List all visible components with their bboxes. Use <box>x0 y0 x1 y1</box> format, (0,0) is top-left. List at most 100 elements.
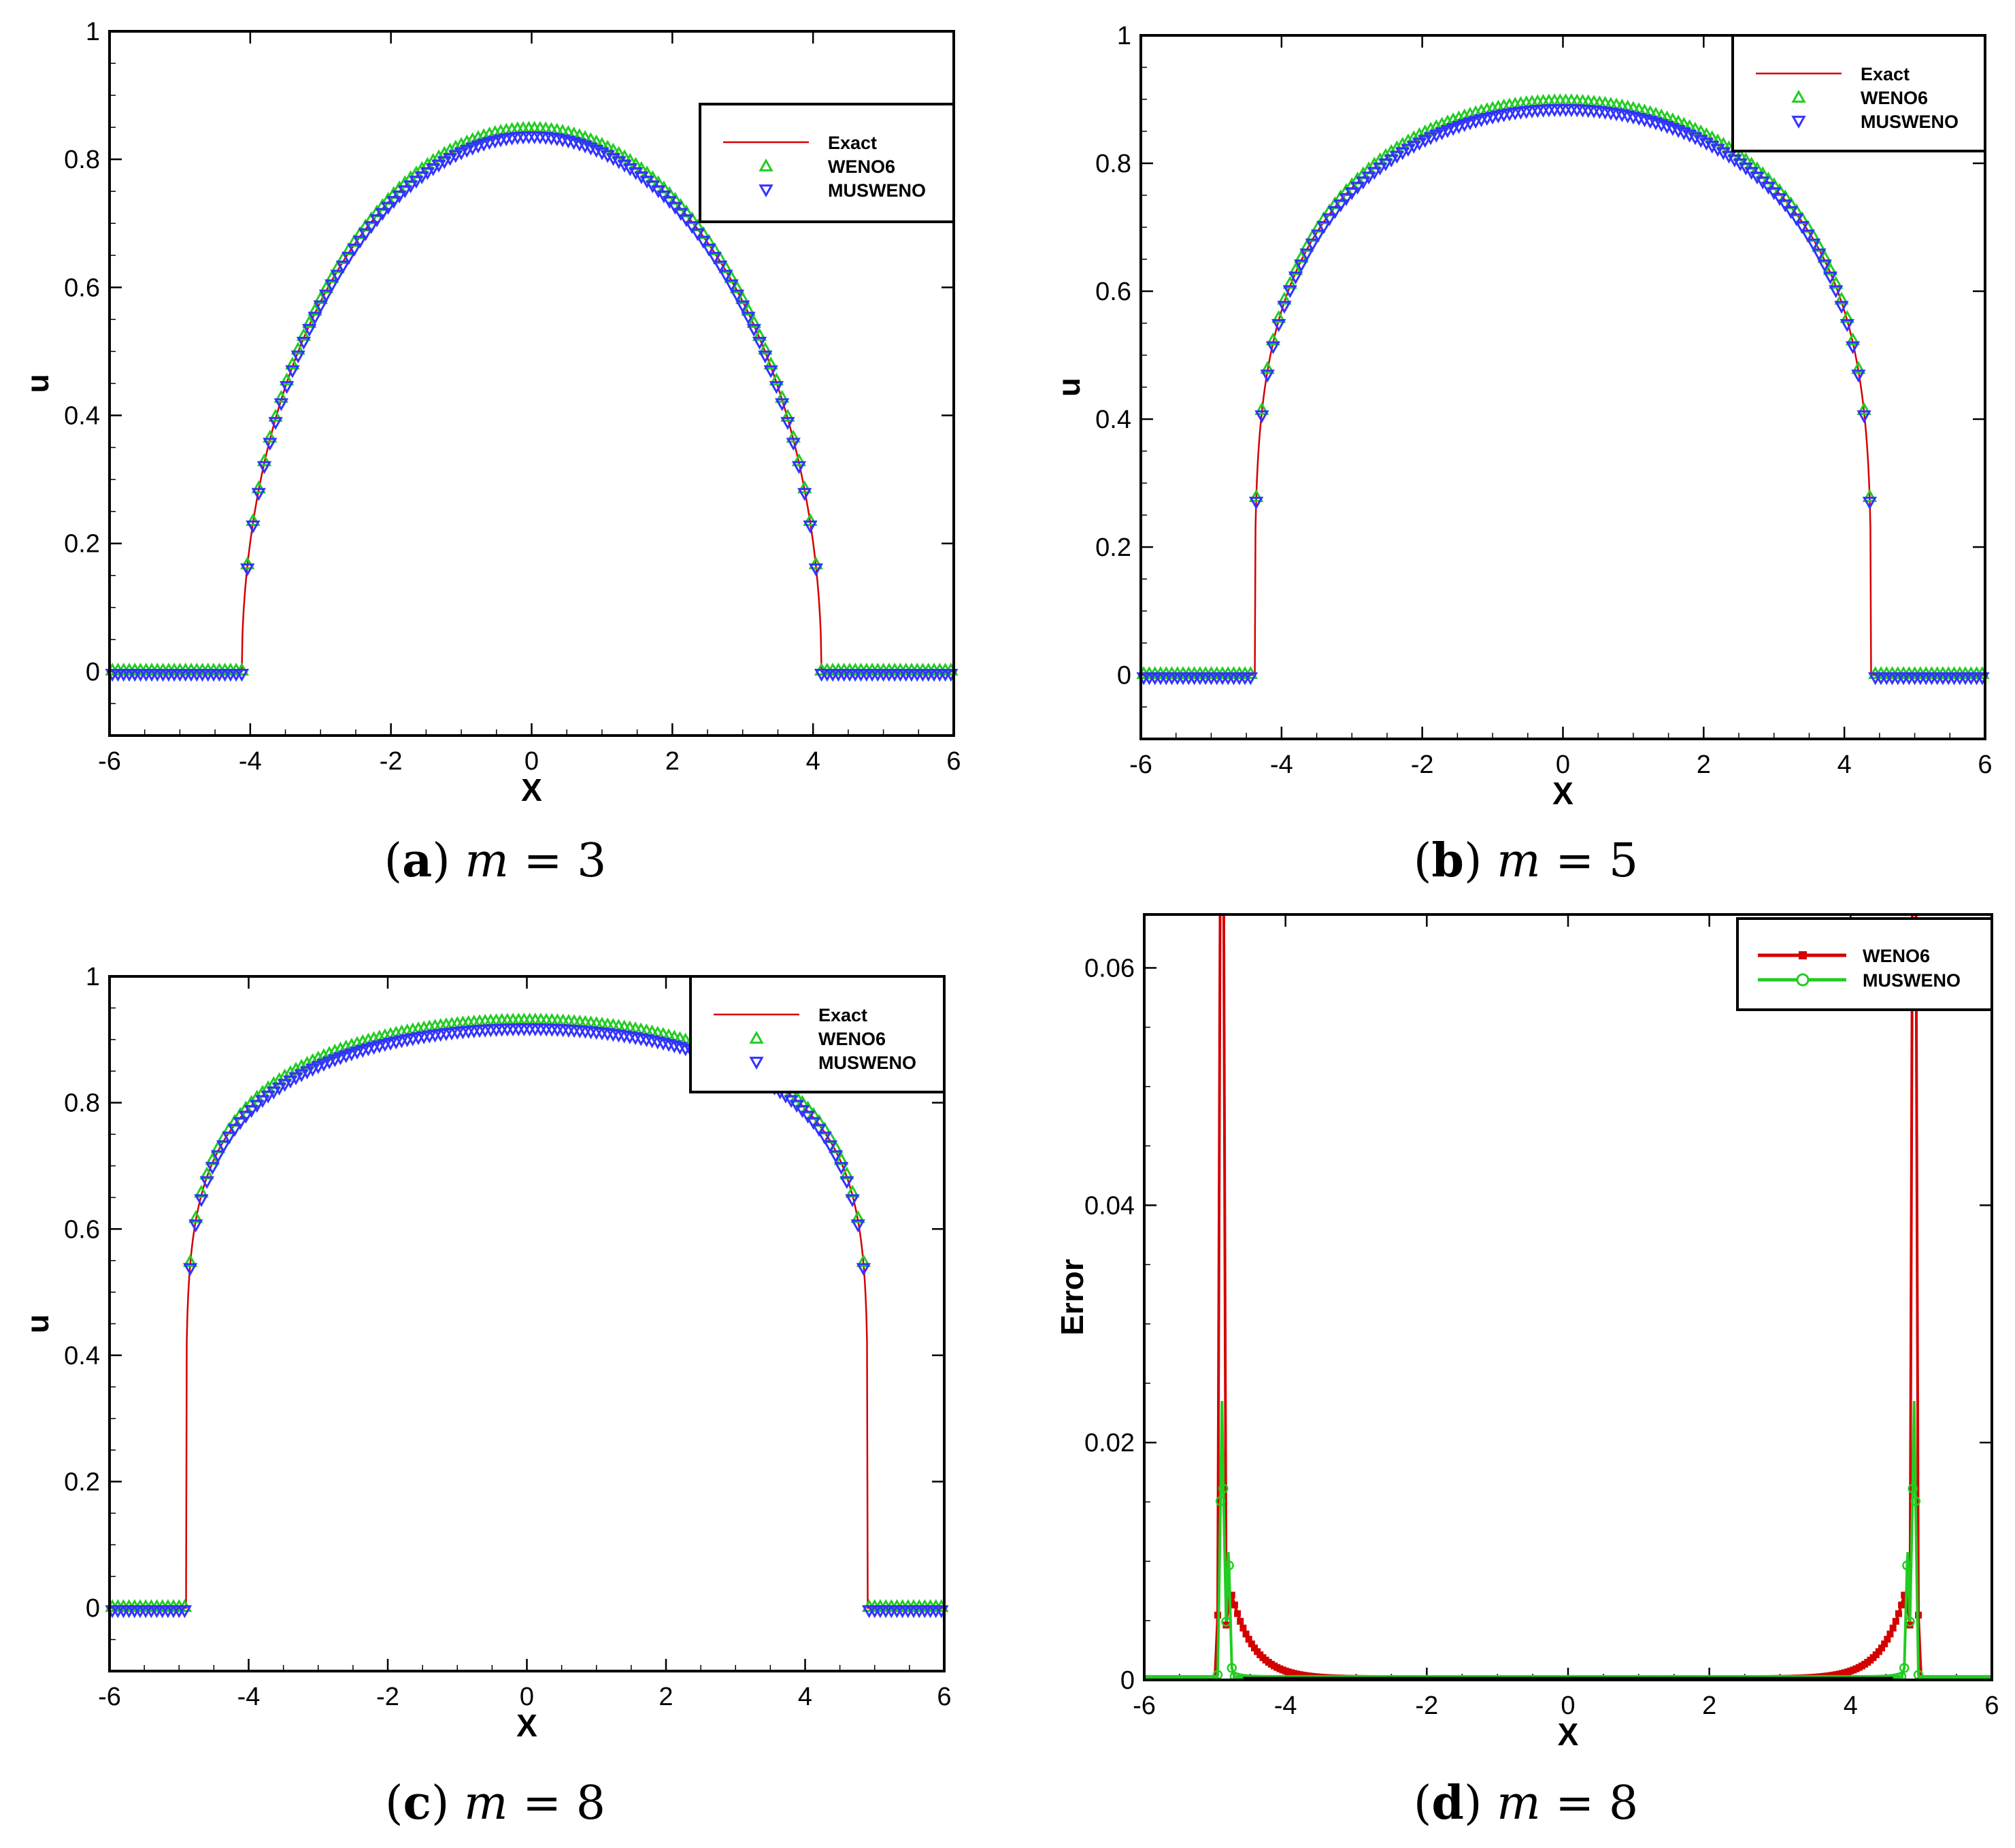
musweno-point <box>1984 1674 1992 1680</box>
musweno-point <box>1732 1674 1743 1680</box>
musweno-point <box>1792 1674 1802 1680</box>
musweno-point <box>1602 1674 1613 1680</box>
musweno-point <box>1597 1674 1608 1680</box>
musweno-point <box>1746 1674 1757 1680</box>
musweno-point <box>1509 1674 1520 1680</box>
musweno-point <box>1829 285 1844 299</box>
musweno-point <box>1344 187 1359 201</box>
musweno-point <box>763 365 778 378</box>
musweno-point <box>1512 1674 1522 1680</box>
y-tick-label-c-5: 1 <box>86 963 100 991</box>
musweno-point <box>1331 1674 1342 1680</box>
musweno-point <box>311 1061 326 1074</box>
musweno-point <box>279 381 295 395</box>
musweno-point <box>1367 167 1382 180</box>
musweno-point <box>1939 1674 1949 1680</box>
x-tick-label-d-4: 2 <box>1702 1692 1716 1720</box>
caption-d: (d) m = 8 <box>1413 1776 1639 1830</box>
musweno-point <box>1537 1674 1548 1680</box>
x-tick-label-c-5: 4 <box>798 1683 812 1711</box>
y-tick-label-a-2: 0.4 <box>64 402 100 431</box>
musweno-point <box>1800 229 1816 243</box>
musweno-point <box>595 147 610 161</box>
plot-frame-c <box>108 975 946 1672</box>
musweno-point <box>454 147 469 161</box>
musweno-point <box>251 488 266 501</box>
musweno-point <box>216 1140 231 1153</box>
musweno-point <box>718 269 733 283</box>
musweno-point <box>268 416 283 430</box>
musweno-point <box>1721 1674 1731 1680</box>
musweno-point <box>769 381 784 395</box>
legend-label-d-1: MUSWENO <box>1863 970 1961 991</box>
legend-musweno-swatch-a <box>759 184 773 198</box>
series-musweno-markers-d <box>1144 1483 1992 1680</box>
musweno-point <box>1707 1674 1718 1680</box>
musweno-point <box>791 461 807 474</box>
weno6-point <box>758 342 773 355</box>
weno6-point <box>1288 262 1303 276</box>
musweno-point <box>246 520 261 533</box>
musweno-point <box>1580 1674 1591 1680</box>
caption-c-value: 8 <box>576 1777 606 1830</box>
musweno-point <box>1165 1674 1175 1680</box>
musweno-point <box>448 150 463 163</box>
musweno-point <box>1215 1496 1226 1506</box>
musweno-point <box>318 289 334 303</box>
musweno-point <box>227 1123 242 1137</box>
musweno-point <box>1959 1674 1969 1680</box>
weno6-point <box>1856 401 1871 415</box>
musweno-point <box>1947 1674 1958 1680</box>
weno6-point <box>199 1166 214 1180</box>
series-weno6-line-d <box>1144 914 1992 1680</box>
musweno-point <box>313 300 328 314</box>
musweno-point <box>386 196 401 210</box>
musweno-point <box>1156 1674 1167 1680</box>
plot-frame-d <box>1143 913 1993 1681</box>
musweno-point <box>1662 1674 1672 1680</box>
musweno-point <box>1316 221 1331 234</box>
caption-d-var: m <box>1497 1777 1541 1830</box>
weno6-point <box>246 513 261 527</box>
weno6-point <box>1254 401 1269 415</box>
legend-label-a-0: Exact <box>828 133 877 153</box>
weno6-point <box>1282 276 1297 289</box>
musweno-point <box>1695 1674 1706 1680</box>
musweno-point <box>1339 1674 1350 1680</box>
musweno-point <box>1371 1674 1381 1680</box>
musweno-point <box>735 300 750 314</box>
musweno-point <box>1361 171 1376 185</box>
musweno-point <box>1795 1674 1805 1680</box>
musweno-point <box>1783 1674 1794 1680</box>
musweno-point <box>352 235 367 249</box>
musweno-point <box>1676 1674 1686 1680</box>
musweno-point <box>1362 1674 1373 1680</box>
musweno-point <box>1812 248 1827 262</box>
musweno-point <box>380 201 396 215</box>
musweno-point <box>1282 285 1297 299</box>
musweno-point <box>617 159 632 173</box>
musweno-point <box>1221 1617 1231 1627</box>
musweno-point <box>1329 1674 1339 1680</box>
musweno-point <box>1560 1674 1571 1680</box>
weno6-point <box>296 327 312 341</box>
musweno-point <box>1161 1674 1172 1680</box>
musweno-point <box>1373 1674 1384 1680</box>
musweno-point <box>234 669 250 682</box>
musweno-point <box>1563 1674 1573 1680</box>
musweno-point <box>1856 410 1871 424</box>
musweno-point <box>1433 1674 1444 1680</box>
musweno-point <box>817 1132 832 1145</box>
weno6-point <box>746 314 761 328</box>
musweno-point <box>1688 132 1703 146</box>
weno6-point <box>1910 793 1916 799</box>
x-tick-label-b-4: 2 <box>1697 750 1711 779</box>
musweno-point <box>285 365 300 378</box>
legend-label-b-1: WENO6 <box>1861 88 1928 108</box>
musweno-point <box>1526 1674 1537 1680</box>
weno6-point <box>240 556 255 570</box>
musweno-point <box>1679 1674 1689 1680</box>
y-tick-label-b-4: 0.8 <box>1095 150 1131 178</box>
musweno-point <box>1727 1674 1737 1680</box>
